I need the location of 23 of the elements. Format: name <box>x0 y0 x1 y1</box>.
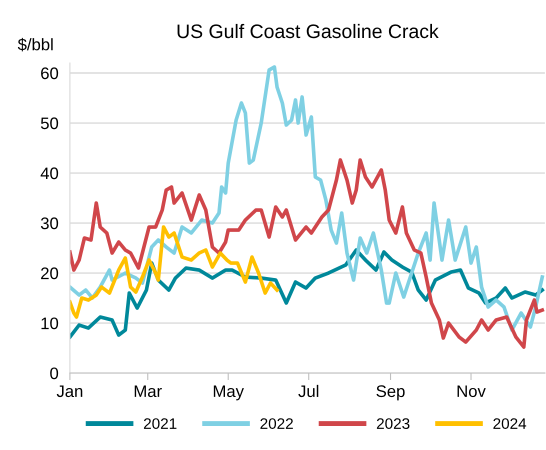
y-tick-label: 50 <box>40 117 58 130</box>
x-tick-label: Nov <box>458 385 486 398</box>
y-tick-label: 20 <box>41 267 58 280</box>
x-tick-label: Sep <box>376 385 405 400</box>
legend-label: 2022 <box>260 418 293 430</box>
x-tick-label: May <box>214 385 244 400</box>
y-tick-label: 60 <box>41 67 58 80</box>
line-series <box>70 158 544 349</box>
line-series <box>70 65 544 332</box>
y-tick-label: 10 <box>42 317 58 330</box>
y-axis-title: $/bbl <box>18 38 53 52</box>
y-tick-label: 30 <box>40 217 58 230</box>
y-tick-label: 40 <box>40 167 58 180</box>
line-series <box>70 248 544 339</box>
legend-label: 2021 <box>144 418 176 430</box>
line-series <box>70 225 279 319</box>
legend-label: 2023 <box>376 418 410 430</box>
x-tick-label: Jul <box>298 384 318 398</box>
y-tick-label: 0 <box>50 367 58 380</box>
x-tick-label: Jan <box>56 385 82 398</box>
x-tick-label: Mar <box>134 385 162 398</box>
legend-label: 2024 <box>493 418 526 430</box>
chart-title: US Gulf Coast Gasoline Crack <box>178 24 439 38</box>
